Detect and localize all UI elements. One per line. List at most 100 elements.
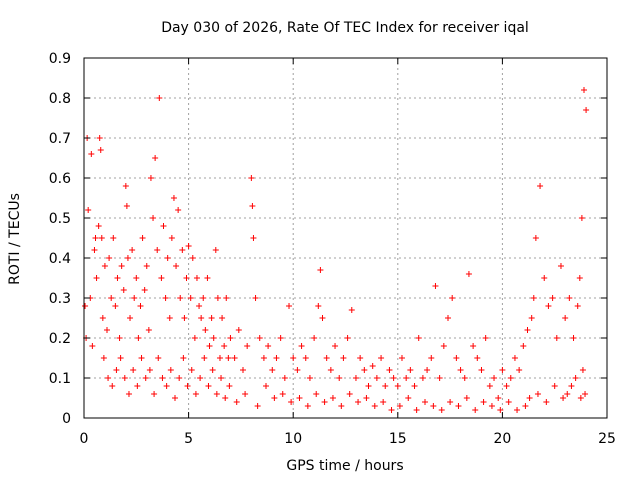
chart-title: Day 030 of 2026, Rate Of TEC Index for r…: [161, 20, 529, 36]
data-point: [419, 375, 426, 381]
data-point: [530, 295, 537, 301]
data-point: [208, 315, 215, 321]
data-point: [88, 151, 95, 157]
data-point: [133, 275, 140, 281]
data-point: [221, 343, 228, 349]
data-point: [455, 403, 462, 409]
data-point: [499, 367, 506, 373]
y-tick-label: 0.4: [49, 251, 71, 267]
data-point: [428, 355, 435, 361]
x-tick-label: 15: [389, 431, 407, 447]
data-point: [116, 335, 123, 341]
data-point: [413, 407, 420, 413]
data-point: [411, 383, 418, 389]
data-point: [290, 355, 297, 361]
data-point: [511, 355, 518, 361]
data-point: [321, 399, 328, 405]
data-point: [577, 395, 584, 401]
y-tick-label: 0.5: [49, 211, 71, 227]
data-point: [378, 355, 385, 361]
data-point: [156, 95, 163, 101]
data-point: [131, 295, 138, 301]
data-point: [120, 287, 127, 293]
data-point: [403, 375, 410, 381]
data-point: [93, 275, 100, 281]
data-point: [543, 399, 550, 405]
data-point: [486, 383, 493, 389]
data-point: [472, 407, 479, 413]
data-point: [235, 327, 242, 333]
data-point: [179, 247, 186, 253]
x-tick-label: 25: [598, 431, 616, 447]
data-point: [210, 335, 217, 341]
data-point: [154, 247, 161, 253]
data-point: [545, 303, 552, 309]
data-point: [163, 383, 170, 389]
data-point: [394, 383, 401, 389]
data-point: [95, 223, 102, 229]
data-point: [572, 375, 579, 381]
data-point: [373, 375, 380, 381]
data-point: [332, 343, 339, 349]
data-point: [155, 355, 162, 361]
y-axis-label: ROTI / TECUs: [7, 193, 23, 285]
data-point: [445, 315, 452, 321]
data-point: [191, 335, 198, 341]
data-point: [424, 367, 431, 373]
data-point: [534, 391, 541, 397]
data-point: [110, 235, 117, 241]
data-point: [127, 315, 134, 321]
data-point: [578, 215, 585, 221]
data-points: [82, 87, 590, 413]
data-point: [315, 303, 322, 309]
data-point: [204, 275, 211, 281]
data-point: [568, 383, 575, 389]
data-point: [294, 367, 301, 373]
data-point: [242, 391, 249, 397]
data-point: [196, 303, 203, 309]
data-point: [365, 383, 372, 389]
data-point: [516, 367, 523, 373]
data-point: [113, 367, 120, 373]
data-point: [168, 235, 175, 241]
data-point: [520, 343, 527, 349]
data-point: [254, 403, 261, 409]
data-point: [193, 275, 200, 281]
data-point: [145, 327, 152, 333]
data-point: [117, 355, 124, 361]
data-point: [457, 367, 464, 373]
data-point: [447, 399, 454, 405]
data-point: [248, 175, 255, 181]
data-point: [233, 399, 240, 405]
data-point: [505, 399, 512, 405]
data-point: [118, 263, 125, 269]
data-point: [361, 367, 368, 373]
data-point: [188, 367, 195, 373]
data-point: [139, 235, 146, 241]
data-point: [562, 315, 569, 321]
plot-frame: [83, 57, 608, 419]
data-point: [566, 295, 573, 301]
y-tick-label: 0.8: [49, 91, 71, 107]
y-tick-label: 0.9: [49, 51, 71, 67]
data-point: [124, 255, 131, 261]
data-point: [218, 375, 225, 381]
data-point: [260, 355, 267, 361]
data-point: [480, 399, 487, 405]
data-point: [549, 295, 556, 301]
data-point: [184, 383, 191, 389]
data-point: [121, 375, 128, 381]
data-point: [532, 235, 539, 241]
data-point: [170, 195, 177, 201]
data-point: [109, 383, 116, 389]
data-point: [541, 275, 548, 281]
data-point: [101, 263, 108, 269]
data-point: [371, 403, 378, 409]
x-tick-label: 0: [80, 431, 89, 447]
data-point: [415, 335, 422, 341]
data-point: [206, 343, 213, 349]
data-point: [363, 395, 370, 401]
data-point: [338, 403, 345, 409]
data-point: [202, 327, 209, 333]
